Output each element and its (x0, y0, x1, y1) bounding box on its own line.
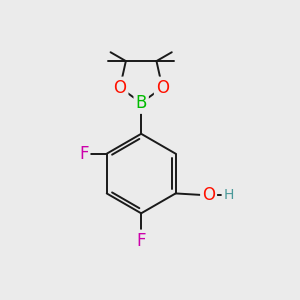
Text: F: F (136, 232, 146, 250)
Text: O: O (156, 79, 169, 97)
Text: O: O (113, 79, 127, 97)
Text: H: H (223, 188, 234, 202)
Text: F: F (79, 145, 88, 163)
Text: O: O (202, 186, 215, 204)
Text: B: B (136, 94, 147, 112)
